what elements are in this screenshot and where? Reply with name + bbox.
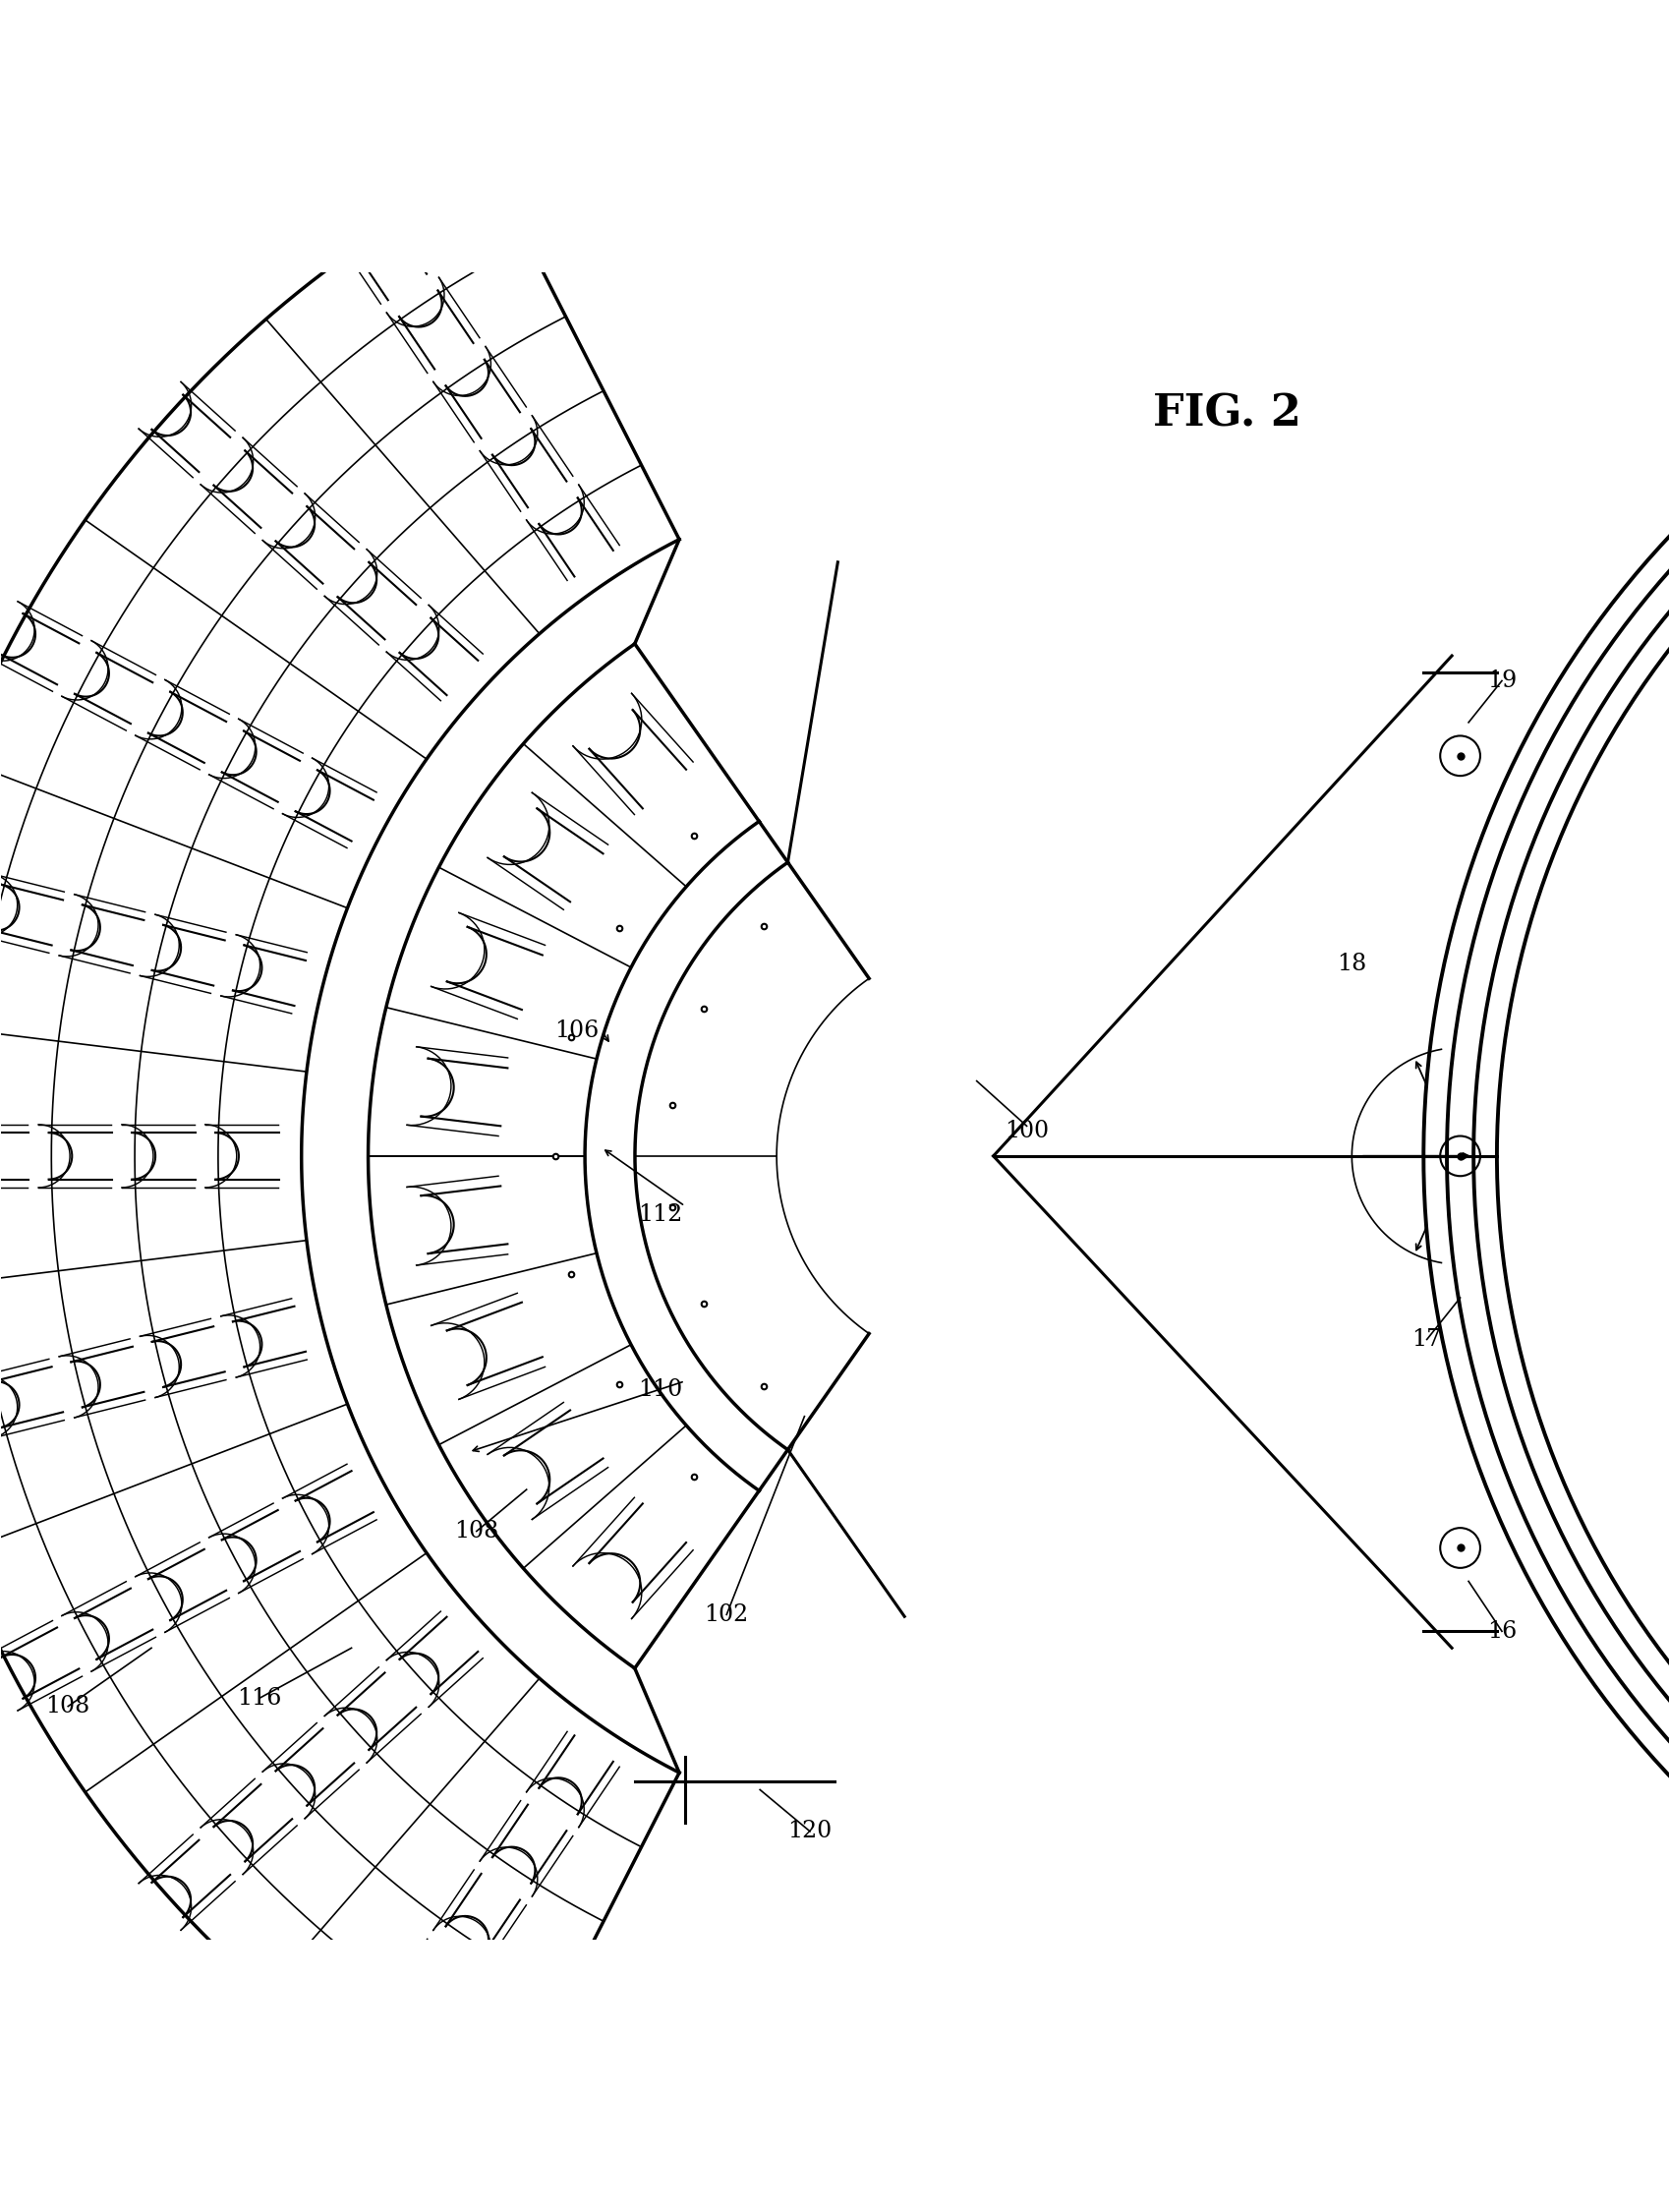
Text: 120: 120 [788,1820,831,1843]
Text: 106: 106 [554,1020,599,1042]
Text: 16: 16 [1485,1619,1515,1644]
Text: 17: 17 [1412,1327,1440,1352]
Text: 116: 116 [237,1688,282,1710]
Text: FIG. 2: FIG. 2 [1152,394,1300,436]
Text: 19: 19 [1485,670,1515,692]
Text: 112: 112 [638,1203,683,1225]
Text: 100: 100 [1005,1119,1048,1141]
Text: 18: 18 [1337,953,1365,975]
Text: 108: 108 [454,1520,499,1542]
Text: 110: 110 [638,1378,681,1400]
Text: 108: 108 [45,1694,90,1719]
Text: 102: 102 [704,1604,748,1626]
